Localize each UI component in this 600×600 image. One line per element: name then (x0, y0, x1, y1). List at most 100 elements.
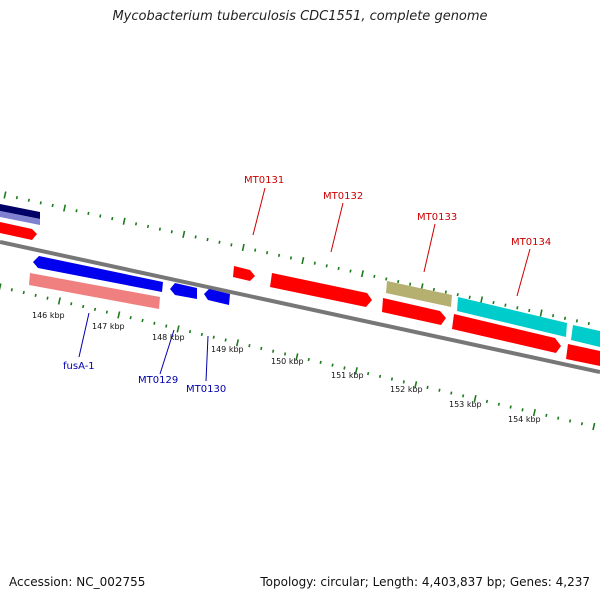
scale-tick (46, 296, 49, 300)
scale-tick (528, 308, 531, 313)
mt0131-gene[interactable] (233, 266, 255, 281)
gene-labels: MT0131 MT0132 MT0133 MT0134 fusA-1 MT012… (63, 175, 551, 395)
gene-navy-bar[interactable] (0, 204, 40, 219)
scale-tick (360, 270, 364, 278)
callout-mt0130 (205, 335, 209, 382)
scale-tick (568, 419, 572, 423)
scale-tick (141, 318, 144, 323)
scale-tick (212, 335, 215, 339)
scale-tick (134, 222, 138, 226)
scale-tick (504, 303, 507, 307)
scale-tick (82, 304, 85, 309)
label-mt0131[interactable]: MT0131 (244, 175, 284, 186)
mt0132-gene[interactable] (270, 273, 372, 307)
mt0133-gene[interactable] (386, 281, 452, 307)
scale-tick (206, 237, 209, 242)
scale-tick (22, 290, 25, 295)
scale-tick (200, 332, 203, 337)
scale-tick (289, 256, 293, 260)
scale-tick (188, 330, 192, 334)
scale-tick (450, 391, 453, 395)
scale-label: 150 kbp (271, 357, 304, 366)
scale-tick (87, 211, 90, 215)
scale-tick (170, 230, 173, 234)
scale-tick (521, 408, 524, 412)
scale-tick (492, 300, 495, 305)
gene-red-left[interactable] (0, 222, 37, 240)
scale-tick (438, 388, 441, 392)
scale-tick (10, 288, 13, 292)
scale-tick (105, 310, 108, 314)
mt0134-red-gene[interactable] (452, 314, 561, 353)
scale-tick (354, 367, 358, 375)
scale-tick (313, 261, 316, 265)
label-mt0132[interactable]: MT0132 (323, 191, 363, 202)
scale-tick (331, 363, 334, 367)
scale-tick (343, 366, 346, 370)
scale-tick (63, 204, 67, 212)
scale-label: 154 kbp (508, 415, 541, 424)
scale-tick (426, 385, 429, 390)
mt0134-gene[interactable] (457, 297, 567, 337)
scale-tick (295, 353, 299, 361)
scale-tick (509, 405, 512, 409)
scale-tick (337, 266, 340, 271)
scale-tick (367, 371, 370, 376)
scale-tick (272, 349, 275, 353)
scale-tick (194, 235, 197, 239)
scale-tick (557, 416, 560, 420)
label-mt0133[interactable]: MT0133 (417, 212, 457, 223)
scale-tick (414, 381, 418, 389)
scale-tick (409, 282, 412, 286)
scale-tick (241, 243, 245, 252)
scale-tick (349, 269, 352, 273)
scale-tick (468, 295, 471, 299)
gene-lavender-bar[interactable] (0, 211, 40, 225)
mt0133-red-gene[interactable] (382, 298, 446, 325)
backbone-line (0, 240, 600, 374)
scale-tick (39, 201, 42, 205)
scale-tick (373, 274, 376, 278)
scale-tick (111, 216, 114, 221)
scale-tick (444, 290, 447, 294)
scale-tick (75, 209, 78, 213)
scale-tick (260, 346, 263, 351)
scale-tick (532, 409, 536, 417)
scale-tick (563, 316, 567, 320)
label-fusa-1[interactable]: fusA-1 (63, 361, 95, 372)
label-mt0130[interactable]: MT0130 (186, 384, 226, 395)
scale-tick (93, 307, 97, 311)
gene-red-right[interactable] (566, 344, 600, 366)
gene-cyan-right[interactable] (571, 325, 600, 347)
scale-tick (283, 352, 287, 356)
label-mt0134[interactable]: MT0134 (511, 237, 551, 248)
mt0130-gene[interactable] (204, 289, 230, 305)
callout-mt0131 (252, 187, 266, 236)
fusa-1-gene[interactable] (33, 256, 163, 292)
callout-mt0129 (159, 329, 175, 375)
scale-tick (301, 257, 305, 265)
scale-tick (99, 214, 102, 218)
scale-tick (51, 203, 54, 208)
mt0129-gene[interactable] (170, 283, 197, 299)
scale-tick (545, 413, 548, 417)
gene-features (0, 204, 600, 366)
scale-tick (117, 311, 121, 319)
scale-tick (27, 198, 30, 202)
scale-tick (34, 293, 37, 297)
backbone (0, 240, 600, 374)
callout-mt0134 (516, 248, 531, 297)
outer-tick-track (3, 191, 590, 326)
scale-tick (266, 251, 269, 255)
scale-tick (146, 224, 150, 229)
callout-fusa-1 (78, 312, 90, 358)
scale-tick (378, 374, 382, 378)
scale-label: 147 kbp (92, 322, 125, 331)
scale-tick (402, 380, 405, 384)
label-mt0129[interactable]: MT0129 (138, 375, 178, 386)
scale-tick (70, 302, 73, 306)
fusa-1-shadow-bar[interactable] (29, 273, 160, 309)
scale-label: 152 kbp (390, 385, 423, 394)
